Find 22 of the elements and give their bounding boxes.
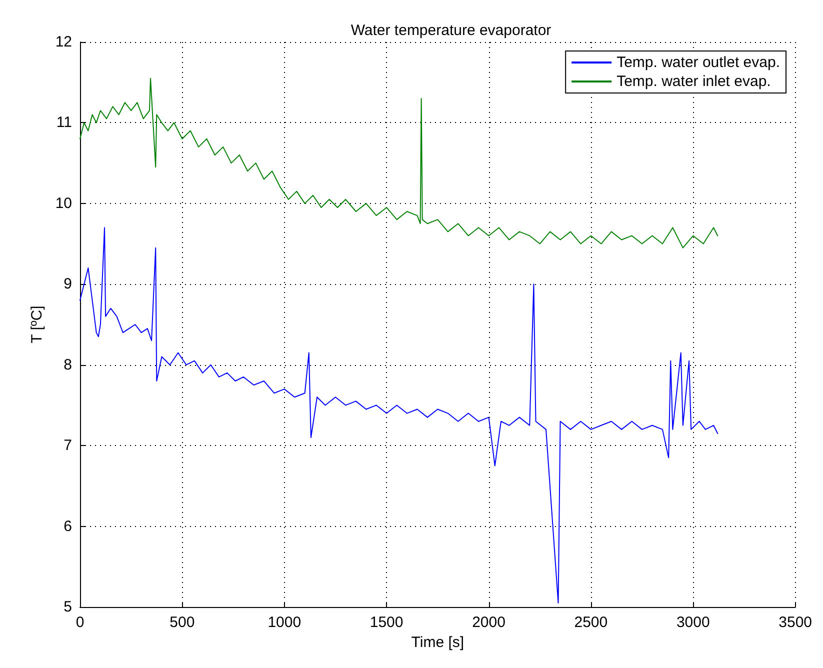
x-tick-label: 0 — [76, 614, 84, 631]
line-series — [80, 227, 718, 604]
y-tick-label: 6 — [64, 518, 72, 535]
x-tick-label: 2000 — [472, 614, 506, 631]
y-tick-label: 12 — [55, 34, 72, 50]
x-tick-label: 500 — [170, 614, 195, 631]
x-axis-title: Time [s] — [411, 634, 464, 651]
legend-label: Temp. water outlet evap. — [616, 54, 780, 71]
x-tick-label: 1000 — [268, 614, 302, 631]
y-tick-label: 9 — [64, 276, 72, 293]
y-tick-label: 7 — [64, 437, 72, 454]
chart-title: Water temperature evaporator — [350, 22, 552, 39]
x-tick-label: 3000 — [676, 614, 710, 631]
y-tick-label: 11 — [56, 114, 72, 132]
x-tick-label: 3500 — [778, 614, 812, 631]
y-axis-title: T [ºC] — [28, 306, 46, 344]
x-tick-label: 1500 — [370, 614, 404, 631]
y-tick-label: 5 — [64, 598, 72, 616]
legend-label: Temp. water inlet evap. — [616, 73, 771, 90]
y-tick-label: 8 — [64, 356, 72, 374]
x-tick-label: 2500 — [574, 614, 608, 631]
y-tick-label: 10 — [55, 194, 72, 212]
